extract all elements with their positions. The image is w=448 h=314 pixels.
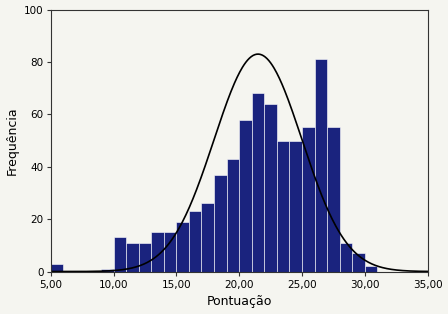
Bar	[277, 141, 289, 272]
Bar	[189, 211, 202, 272]
Bar	[113, 237, 126, 272]
Bar	[327, 127, 340, 272]
Y-axis label: Frequência: Frequência	[5, 106, 18, 175]
Bar	[151, 232, 164, 272]
Bar	[302, 127, 314, 272]
Bar	[202, 203, 214, 272]
Bar	[164, 232, 177, 272]
Bar	[214, 175, 227, 272]
Bar	[239, 120, 252, 272]
Bar	[314, 59, 327, 272]
Bar	[126, 243, 138, 272]
Bar	[51, 264, 63, 272]
Bar	[264, 104, 277, 272]
Bar	[340, 243, 352, 272]
Bar	[365, 266, 377, 272]
Bar	[252, 93, 264, 272]
Bar	[227, 159, 239, 272]
Bar	[177, 222, 189, 272]
Bar	[101, 269, 113, 272]
Bar	[352, 253, 365, 272]
X-axis label: Pontuação: Pontuação	[207, 295, 272, 308]
Bar	[289, 141, 302, 272]
Bar	[138, 243, 151, 272]
